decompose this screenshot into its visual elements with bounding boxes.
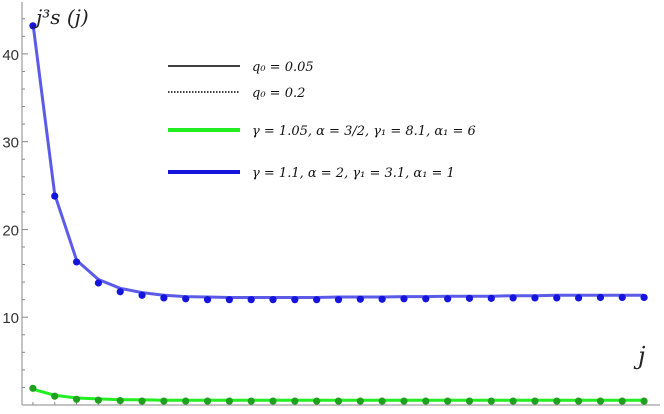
data-point (51, 192, 59, 200)
data-point (400, 397, 408, 405)
data-point (72, 395, 81, 403)
data-point (553, 294, 561, 302)
data-point (138, 291, 146, 299)
data-point (313, 397, 321, 405)
data-point (269, 296, 277, 304)
data-point (487, 397, 495, 405)
data-point (29, 384, 37, 392)
data-point (269, 397, 277, 405)
data-point (553, 397, 561, 405)
data-point (138, 397, 146, 405)
legend-label-3: γ = 1.1, α = 2, γ₁ = 3.1, α₁ = 1 (252, 166, 455, 181)
x-axis-label: j (633, 342, 646, 370)
data-point (291, 296, 299, 304)
legend-label-2: γ = 1.05, α = 3/2, γ₁ = 8.1, α₁ = 6 (252, 124, 476, 139)
data-point (575, 294, 583, 302)
y-tick-label: 30 (2, 135, 19, 152)
data-point (116, 397, 124, 405)
legend: q₀ = 0.05 q₀ = 0.2 γ = 1.05, α = 3/2, γ₁ =… (168, 60, 476, 181)
data-point (29, 22, 37, 30)
data-point (465, 294, 474, 302)
y-tick-label: 10 (2, 310, 19, 327)
data-point (487, 294, 495, 302)
data-point (160, 294, 168, 302)
data-point (444, 397, 452, 405)
data-point (509, 397, 517, 405)
data-point (72, 258, 81, 266)
data-point (378, 295, 386, 303)
y-tick-label: 20 (2, 222, 19, 239)
data-point (225, 296, 233, 304)
data-point (182, 397, 190, 405)
data-point (94, 279, 102, 287)
data-point (596, 293, 605, 302)
y-tick-label: 40 (2, 47, 19, 64)
data-point (94, 396, 102, 404)
data-point (640, 397, 648, 405)
data-point (465, 397, 474, 405)
data-point (291, 397, 299, 405)
data-point (422, 397, 430, 405)
data-point (640, 293, 648, 302)
legend-label-0: q₀ = 0.05 (252, 60, 314, 75)
axes (21, 2, 660, 406)
data-point (116, 288, 124, 296)
legend-label-1: q₀ = 0.2 (252, 86, 305, 101)
data-point (509, 294, 517, 302)
data-point (203, 397, 212, 405)
data-point (575, 397, 583, 405)
plot-area (29, 22, 648, 405)
y-axis-label: j³s (j) (32, 5, 89, 29)
data-point (160, 397, 168, 405)
data-point (531, 397, 539, 405)
ticks: 10203040506010203040 (2, 18, 645, 405)
data-point (618, 397, 626, 405)
data-point (313, 296, 321, 304)
series-line-0 (31, 23, 645, 299)
data-point (378, 397, 386, 405)
data-point (247, 397, 255, 405)
data-point (356, 397, 364, 405)
data-point (422, 295, 430, 303)
data-point (444, 295, 452, 303)
data-point (618, 293, 626, 302)
data-point (400, 295, 408, 303)
data-point (334, 397, 343, 405)
data-point (356, 295, 364, 303)
data-point (334, 296, 343, 304)
data-point (531, 294, 539, 302)
data-point (247, 296, 255, 304)
data-point (182, 295, 190, 303)
data-point (203, 296, 212, 304)
data-point (51, 392, 59, 400)
data-point (225, 397, 233, 405)
data-point (596, 397, 605, 405)
